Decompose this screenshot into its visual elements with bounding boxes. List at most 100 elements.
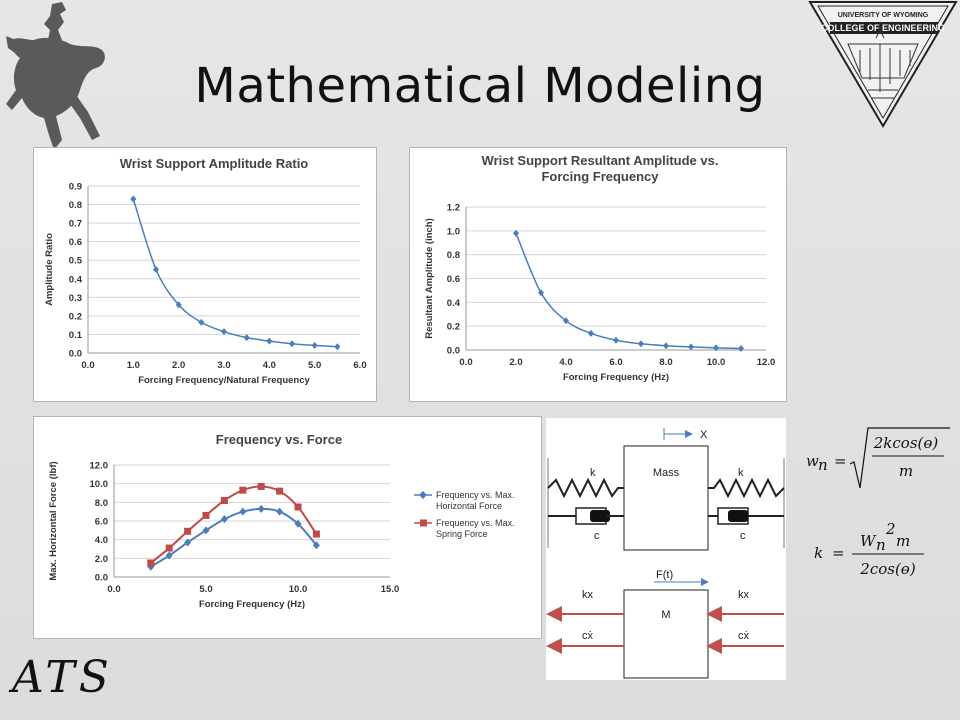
kx-right-label: kx (738, 589, 750, 601)
data-point-diamond (311, 341, 318, 349)
legend-label: Horizontal Force (436, 501, 502, 511)
chart-amplitude-ratio-panel: Wrist Support Amplitude Ratio 0.0 0.1 0.2 0.… (33, 147, 377, 402)
series-line-1 (150, 485, 318, 564)
data-point-square (184, 527, 192, 535)
spring-mass-damper-diagram-panel: X Mass k k c c F(t) M (546, 418, 786, 680)
x-tick-label: 10.0 (289, 584, 308, 595)
x-axis-title: Forcing Frequency (Hz) (199, 599, 305, 610)
k-equals: = (832, 544, 845, 562)
x-tick-label: 6.0 (353, 360, 366, 371)
data-point-diamond (276, 507, 284, 516)
x-axis-title: Forcing Frequency (Hz) (563, 372, 669, 383)
chart-title: Wrist Support Amplitude Ratio (120, 156, 309, 171)
legend-label: Frequency vs. Max. (436, 490, 515, 500)
data-point-diamond (294, 519, 302, 528)
data-point-diamond (175, 301, 182, 309)
y-tick-label: 0.2 (447, 322, 460, 333)
data-point-diamond (130, 195, 137, 203)
k-num-sub: n (876, 536, 886, 554)
wn-numerator: 2kcos(ɵ) (873, 434, 939, 452)
chart-frequency-force: Frequency vs. Force 0.0 2.0 4.0 6.0 8.0 10.0 12… (48, 432, 515, 610)
x-tick-label: 1.0 (127, 360, 140, 371)
spring-right-label: k (738, 467, 744, 479)
x-tick-label: 12.0 (757, 357, 776, 368)
legend-label: Frequency vs. Max. (436, 518, 515, 528)
data-point-diamond (220, 515, 228, 524)
wn-lhs: w (806, 452, 819, 470)
k-num-sup: 2 (885, 520, 896, 538)
data-point-diamond (513, 229, 519, 237)
data-point-square (220, 496, 228, 504)
y-axis-title: Resultant Amplitude (inch) (424, 218, 435, 339)
x-tick-label: 2.0 (509, 357, 522, 368)
data-point-square (276, 487, 284, 495)
wn-lhs-sub: n (818, 456, 828, 474)
k-denominator: 2cos(ɵ) (859, 560, 916, 578)
fbd-mass-block (623, 589, 709, 679)
damper-left-label: c (594, 530, 600, 542)
x-label: X (700, 429, 708, 441)
chart-frequency-force-panel: Frequency vs. Force 0.0 2.0 4.0 6.0 8.0 10.0 12… (33, 416, 542, 639)
y-tick-label: 0.8 (69, 200, 82, 211)
chart-title: Frequency vs. Force (216, 432, 342, 447)
data-point-diamond (202, 526, 210, 535)
series-line-0 (515, 232, 742, 350)
y-tick-label: 0.2 (69, 311, 82, 322)
natural-frequency-equation: w n = 2kcos(ɵ) m (806, 427, 950, 489)
wn-denominator: m (899, 462, 913, 480)
series-line-0 (132, 198, 338, 348)
data-point-diamond (334, 343, 341, 351)
seal-line2: COLLEGE OF ENGINEERING (821, 23, 945, 33)
x-tick-label: 6.0 (609, 357, 622, 368)
y-tick-label: 12.0 (90, 461, 109, 472)
x-tick-label: 2.0 (172, 360, 185, 371)
data-point-diamond (289, 340, 295, 348)
data-point-diamond (165, 551, 173, 560)
series-line-0 (150, 507, 318, 568)
data-point-diamond (266, 337, 273, 345)
data-point-diamond (257, 504, 265, 513)
kx-left-label: kx (582, 589, 594, 601)
data-point-diamond (588, 329, 594, 337)
data-point-diamond (239, 507, 247, 516)
spring-left-label: k (590, 467, 596, 479)
x-tick-label: 15.0 (381, 584, 400, 595)
data-point-diamond (221, 328, 227, 336)
sqrt-symbol-icon (849, 427, 950, 489)
stiffness-equation: k = W n 2 m 2cos(ɵ) (814, 520, 924, 578)
chart-title: Wrist Support Resultant Amplitude vs. (482, 153, 719, 168)
legend-marker-diamond (419, 491, 427, 499)
x-tick-label: 8.0 (659, 357, 672, 368)
chart-amplitude-ratio: Wrist Support Amplitude Ratio 0.0 0.1 0.2 0.… (44, 156, 367, 386)
x-tick-label: 0.0 (107, 584, 120, 595)
college-of-engineering-seal-icon: UNIVERSITY OF WYOMING COLLEGE OF ENGINEE… (808, 1, 958, 128)
data-point-diamond (563, 317, 569, 325)
data-point-diamond (153, 266, 159, 273)
force-label: F(t) (656, 569, 673, 581)
data-point-square (165, 544, 173, 552)
y-tick-label: 0.0 (447, 346, 460, 357)
damper-right-label: c (740, 530, 746, 542)
y-tick-label: 4.0 (95, 535, 108, 546)
data-point-diamond (663, 342, 669, 350)
x-tick-label: 10.0 (707, 357, 726, 368)
fbd-mass-label: M (661, 609, 670, 621)
data-point-square (257, 482, 265, 490)
left-damper (548, 507, 624, 525)
y-tick-label: 0.3 (69, 293, 82, 304)
y-tick-label: 1.0 (447, 226, 460, 237)
data-point-square (202, 511, 210, 519)
data-point-diamond (638, 340, 644, 348)
y-tick-label: 0.4 (447, 298, 461, 309)
spring-mass-damper-diagram: X Mass k k c c F(t) M (546, 428, 785, 679)
x-axis-title: Forcing Frequency/Natural Frequency (138, 375, 310, 386)
left-spring (547, 477, 624, 499)
y-tick-label: 6.0 (95, 517, 108, 528)
data-point-diamond (738, 344, 744, 352)
right-damper (708, 507, 784, 525)
y-tick-label: 0.9 (69, 182, 82, 193)
y-axis-title: Max. Horizontal Force (lbf) (48, 461, 59, 580)
x-tick-label: 4.0 (559, 357, 572, 368)
k-num-m: m (896, 532, 910, 550)
data-point-square (294, 503, 302, 511)
